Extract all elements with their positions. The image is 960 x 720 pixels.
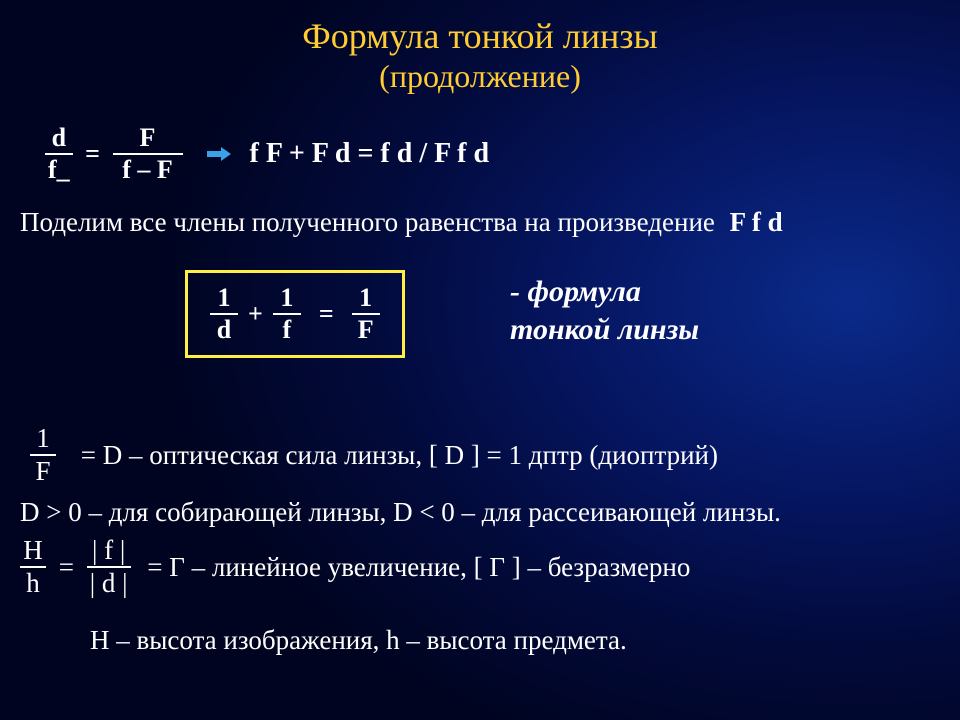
opt-d: F [30,456,56,487]
formula-label-a: - формула [510,273,699,311]
arrow-icon [207,147,229,161]
eq1-right-den: f – F [113,155,183,185]
mf-2d: f [273,315,301,345]
mag-ln: H [20,535,46,568]
mag-text: = Г – линейное увеличение, [ Г ] – безра… [147,552,690,583]
divide-text: Поделим все члены полученного равенства … [20,207,715,237]
mag-rn: | f | [87,535,131,568]
formula-label: - формула тонкой линзы [510,273,699,348]
main-formula-box: 1 d + 1 f = 1 F [185,270,405,358]
d-sign-line: D > 0 – для собирающей линзы, D < 0 – дл… [20,497,781,528]
eq1-left-den: f_ [45,155,73,185]
mf-eq: = [319,299,334,329]
magnification: H h = | f | | d | = Г – линейное увеличе… [20,535,696,599]
opt-n: 1 [30,423,56,456]
heights-line: H – высота изображения, h – высота предм… [90,625,627,656]
mf-plus: + [248,299,263,329]
formula-label-b: тонкой линзы [510,311,699,349]
mf-1d: d [210,315,238,345]
mag-rd: | d | [87,568,131,599]
mf-3n: 1 [352,283,380,315]
mag-eq: = [59,552,74,583]
divide-bold: F f d [730,207,783,237]
eq1-right-num: F [113,123,183,155]
mf-1n: 1 [210,283,238,315]
eq1-derived: f F + F d = f d / F f d [250,138,490,169]
equation-1: d f_ = F f – F f F + F d = f d / F f d [45,123,489,185]
mf-2n: 1 [273,283,301,315]
opt-text: = D – оптическая сила линзы, [ D ] = 1 д… [81,440,718,471]
mf-3d: F [352,315,380,345]
optical-power: 1 F = D – оптическая сила линзы, [ D ] =… [30,423,724,487]
slide-subtitle: (продолжение) [0,58,960,95]
slide-title: Формула тонкой линзы [0,0,960,58]
mag-ld: h [20,568,46,599]
divide-line: Поделим все члены полученного равенства … [20,207,783,238]
eq1-equals: = [85,139,100,169]
eq1-left-num: d [45,123,73,155]
